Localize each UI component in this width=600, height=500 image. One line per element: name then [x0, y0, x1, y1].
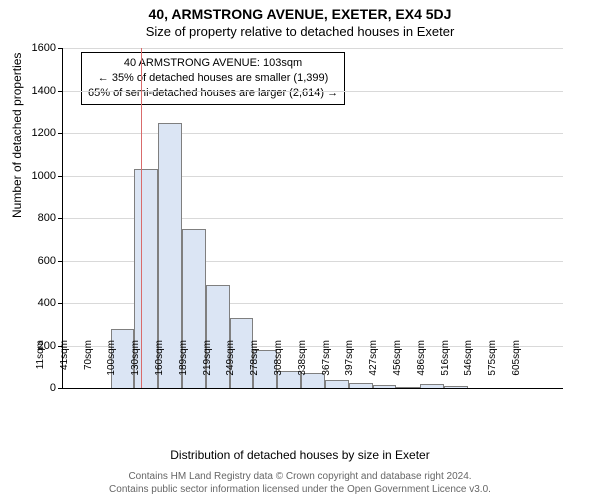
ytick-label: 1600 [6, 42, 56, 54]
annotation-line1: 40 ARMSTRONG AVENUE: 103sqm [88, 56, 338, 71]
xtick-label: 486sqm [416, 340, 427, 390]
footer-line1: Contains HM Land Registry data © Crown c… [0, 470, 600, 483]
xtick-label: 100sqm [106, 340, 117, 390]
xtick-label: 397sqm [344, 340, 355, 390]
gridline [63, 91, 563, 92]
xtick-label: 189sqm [178, 340, 189, 390]
footer: Contains HM Land Registry data © Crown c… [0, 470, 600, 496]
xtick-label: 249sqm [225, 340, 236, 390]
ytick-label: 400 [6, 297, 56, 309]
xtick-label: 516sqm [440, 340, 451, 390]
ytick-label: 1400 [6, 85, 56, 97]
xtick-label: 308sqm [273, 340, 284, 390]
ytick-mark [58, 91, 63, 92]
chart-title: 40, ARMSTRONG AVENUE, EXETER, EX4 5DJ [0, 0, 600, 22]
xtick-label: 219sqm [202, 340, 213, 390]
xtick-label: 367sqm [321, 340, 332, 390]
ytick-mark [58, 48, 63, 49]
xtick-label: 70sqm [83, 340, 94, 390]
ytick-mark [58, 218, 63, 219]
plot-area: 40 ARMSTRONG AVENUE: 103sqm ← 35% of det… [62, 48, 563, 389]
xtick-label: 546sqm [463, 340, 474, 390]
x-axis-label: Distribution of detached houses by size … [0, 448, 600, 462]
xtick-label: 338sqm [297, 340, 308, 390]
xtick-label: 427sqm [368, 340, 379, 390]
xtick-label: 278sqm [249, 340, 260, 390]
gridline [63, 133, 563, 134]
xtick-label: 130sqm [130, 340, 141, 390]
ytick-mark [58, 261, 63, 262]
ytick-mark [58, 176, 63, 177]
ytick-label: 1000 [6, 170, 56, 182]
reference-line [141, 48, 142, 388]
ytick-mark [58, 303, 63, 304]
annotation-line3: 65% of semi-detached houses are larger (… [88, 86, 338, 101]
xtick-label: 605sqm [511, 340, 522, 390]
chart-subtitle: Size of property relative to detached ho… [0, 22, 600, 39]
ytick-label: 800 [6, 212, 56, 224]
xtick-label: 41sqm [59, 340, 70, 390]
ytick-label: 600 [6, 255, 56, 267]
annotation-line2: ← 35% of detached houses are smaller (1,… [88, 71, 338, 86]
ytick-label: 1200 [6, 127, 56, 139]
ytick-mark [58, 133, 63, 134]
xtick-label: 456sqm [392, 340, 403, 390]
footer-line2: Contains public sector information licen… [0, 483, 600, 496]
xtick-label: 575sqm [487, 340, 498, 390]
chart-container: 40, ARMSTRONG AVENUE, EXETER, EX4 5DJ Si… [0, 0, 600, 500]
ytick-label: 0 [6, 382, 56, 394]
annotation-box: 40 ARMSTRONG AVENUE: 103sqm ← 35% of det… [81, 52, 345, 105]
gridline [63, 48, 563, 49]
xtick-label: 160sqm [154, 340, 165, 390]
ytick-label: 200 [6, 340, 56, 352]
